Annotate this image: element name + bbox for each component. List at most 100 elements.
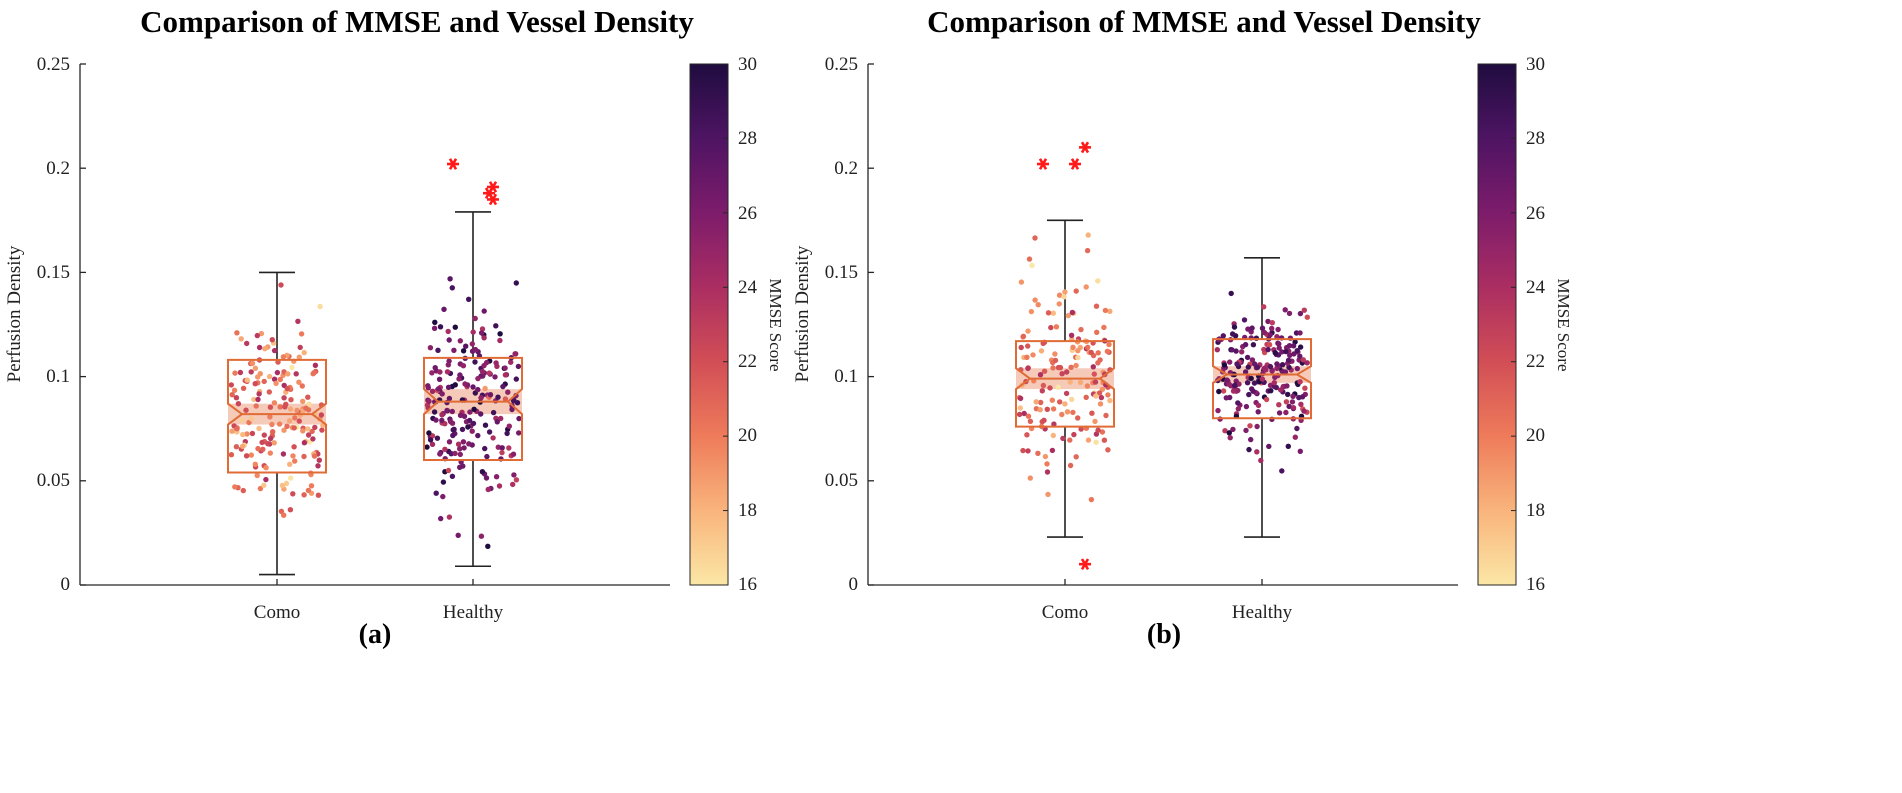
colorbar-ticks: 16 18 20 22 24 26 28 30 (738, 54, 758, 595)
scatter-point (1222, 428, 1228, 434)
scatter-point (500, 383, 506, 390)
scatter-point (1276, 402, 1282, 408)
scatter-point (255, 374, 261, 380)
scatter-point (1095, 350, 1101, 356)
outlier-stroke (1038, 158, 1048, 170)
outlier-stroke (1080, 141, 1090, 154)
scatter-point (1035, 302, 1041, 308)
colorbar-label: MMSE Score (1554, 278, 1573, 371)
scatter-point (1084, 383, 1091, 389)
scatter-point (295, 318, 301, 324)
y-tick-label: 0.1 (834, 366, 858, 387)
scatter-point (234, 426, 240, 432)
scatter-point (249, 360, 256, 366)
y-tick-label: 0 (61, 574, 71, 595)
scatter-point (1085, 344, 1091, 350)
scatter-point (1052, 357, 1059, 364)
scatter-point (1294, 365, 1301, 372)
scatter-point (1275, 326, 1281, 333)
scatter-point (311, 370, 317, 376)
scatter-point (240, 385, 247, 391)
scatter-point (1297, 310, 1304, 317)
scatter-point (1258, 457, 1264, 464)
scatter-point (469, 341, 475, 347)
scatter-point (281, 512, 287, 518)
y-tick-label: 0.15 (37, 262, 70, 283)
scatter-point (1297, 448, 1304, 454)
scatter-point (301, 492, 307, 498)
scatter-point (1027, 475, 1034, 481)
scatter-point (281, 427, 287, 433)
scatter-point (234, 330, 240, 336)
scatter-point (1224, 377, 1230, 383)
scatter-point (312, 362, 319, 368)
scatter-point (424, 444, 430, 450)
scatter-point (1234, 361, 1240, 367)
scatter-point (315, 492, 322, 498)
scatter-point (460, 363, 467, 369)
scatter-point (437, 451, 443, 457)
scatter-point (457, 338, 463, 344)
scatter-point (1220, 333, 1227, 339)
x-tick-label-como: Como (254, 602, 300, 623)
scatter-point (1028, 308, 1035, 315)
scatter-point (261, 432, 267, 438)
scatter-point (1244, 354, 1251, 361)
scatter-point (308, 483, 315, 489)
scatter-como (228, 282, 326, 518)
scatter-point (1285, 443, 1292, 449)
scatter-point (1250, 388, 1256, 394)
outlier-marker (1037, 158, 1049, 170)
scatter-point (1242, 341, 1249, 348)
y-tick-label: 0.15 (825, 262, 858, 283)
scatter-point (244, 340, 250, 347)
scatter-point (466, 296, 472, 302)
scatter-point (1304, 360, 1310, 366)
colorbar-tick-label: 16 (1526, 574, 1545, 595)
scatter-point (490, 435, 496, 441)
scatter-point (1229, 347, 1235, 353)
scatter-point (439, 391, 445, 397)
scatter-point (444, 407, 450, 414)
y-tick-label: 0.05 (37, 470, 70, 491)
scatter-point (445, 384, 452, 390)
scatter-point (300, 398, 306, 404)
scatter-point (446, 337, 452, 343)
scatter-point (1294, 425, 1300, 432)
scatter-point (433, 490, 439, 496)
scatter-point (309, 428, 315, 435)
scatter-point (287, 507, 294, 513)
scatter-point (1025, 343, 1031, 349)
scatter-point (261, 378, 267, 385)
scatter-point (436, 376, 443, 382)
scatter-point (487, 392, 494, 398)
scatter-point (237, 369, 244, 376)
scatter-point (271, 347, 278, 354)
scatter-point (434, 435, 441, 441)
scatter-point (450, 427, 456, 433)
scatter-point (258, 330, 265, 337)
scatter-point (271, 440, 277, 446)
scatter-point (493, 323, 499, 329)
scatter-point (1068, 332, 1075, 338)
scatter-point (1302, 385, 1308, 391)
scatter-point (1285, 357, 1292, 363)
scatter-point (1262, 365, 1268, 371)
scatter-point (1286, 310, 1293, 317)
scatter-point (1069, 396, 1075, 403)
scatter-point (466, 441, 472, 447)
scatter-point (306, 401, 312, 407)
scatter-point (235, 401, 242, 407)
scatter-point (485, 486, 491, 493)
scatter-point (1095, 427, 1101, 433)
scatter-point (457, 372, 463, 378)
scatter-point (254, 332, 260, 339)
scatter-point (301, 349, 307, 356)
scatter-point (269, 421, 275, 428)
scatter-point (1221, 362, 1228, 368)
y-tick-label: 0.25 (37, 54, 70, 75)
scatter-point (1231, 324, 1238, 330)
scatter-point (1289, 399, 1296, 405)
scatter-point (472, 346, 479, 353)
scatter-point (1041, 368, 1048, 374)
